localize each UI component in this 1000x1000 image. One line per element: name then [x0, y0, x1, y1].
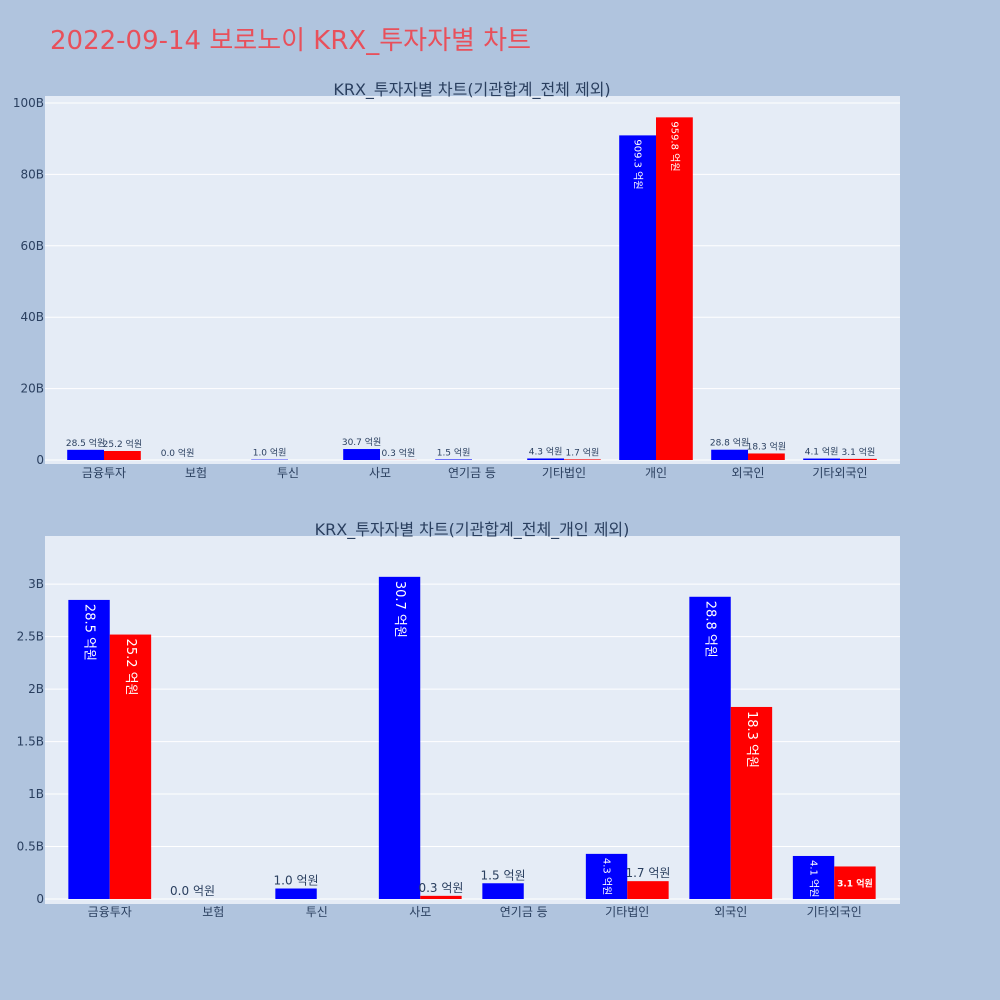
x-tick-label: 연기금 등: [448, 466, 496, 480]
bar: [104, 451, 141, 460]
x-tick-label: 기타외국인: [807, 905, 862, 919]
x-tick-label: 보험: [185, 466, 207, 480]
data-label: 959.8 억원: [668, 121, 680, 171]
data-label: 1.0 억원: [274, 874, 319, 888]
bar: [834, 866, 876, 899]
data-label: 0.0 억원: [170, 884, 215, 898]
bar: [840, 458, 877, 460]
data-label: 1.0 억원: [253, 447, 287, 459]
data-label: 1.7 억원: [625, 866, 670, 880]
plot-area: [45, 96, 900, 464]
data-label: 28.5 억원: [66, 437, 105, 449]
bar: [689, 596, 731, 899]
bar: [420, 895, 462, 899]
data-label: 25.2 억원: [123, 639, 138, 696]
bar: [482, 883, 524, 899]
y-tick-label: 2B: [28, 682, 44, 696]
data-label: 1.7 억원: [566, 446, 600, 458]
x-tick-label: 개인: [645, 466, 667, 480]
data-label: 30.7 억원: [392, 581, 407, 638]
data-label: 28.8 억원: [703, 601, 718, 658]
y-tick-label: 1.5B: [17, 735, 44, 749]
bar: [435, 459, 472, 460]
chart-title: KRX_투자자별 차트(기관합계_전체_개인 제외): [315, 520, 630, 540]
data-label: 0.3 억원: [382, 447, 416, 459]
y-tick-label: 0: [36, 892, 44, 906]
data-label: 4.1 억원: [808, 860, 820, 897]
chart-excl-institution-individual: KRX_투자자별 차트(기관합계_전체_개인 제외) 28.5 억원 0.0 억원…: [17, 520, 900, 919]
y-tick-label: 20B: [20, 382, 44, 396]
bar: [711, 449, 748, 460]
y-tick-label: 60B: [20, 239, 44, 253]
x-tick-label: 사모: [409, 905, 431, 919]
x-tick-label: 투신: [306, 905, 328, 919]
x-tick-label: 기타외국인: [812, 466, 867, 480]
bar: [619, 135, 656, 461]
x-tick-label: 투신: [277, 466, 299, 480]
bar: [109, 634, 152, 899]
data-label: 28.8 억원: [710, 437, 749, 449]
data-label: 909.3 억원: [632, 139, 644, 189]
data-label: 4.3 억원: [529, 445, 563, 457]
page-title: 2022-09-14 보로노이 KRX_투자자별 차트: [50, 26, 531, 56]
x-tick-label: 사모: [369, 466, 391, 480]
y-tick-label: 1B: [28, 787, 44, 801]
y-tick-label: 40B: [20, 310, 44, 324]
bar: [564, 459, 601, 460]
data-label: 0.0 억원: [161, 447, 195, 459]
chart-excl-institution: KRX_투자자별 차트(기관합계_전체 제외) 28.5 억원 0.0 억원 1.0…: [13, 80, 900, 480]
bar: [656, 117, 693, 460]
bar: [792, 855, 835, 899]
data-label: 1.5 억원: [437, 446, 471, 458]
bar: [343, 449, 380, 460]
data-label: 18.3 억원: [744, 711, 759, 768]
y-tick-label: 3B: [28, 577, 44, 591]
y-tick-label: 2.5B: [17, 630, 44, 644]
bar: [275, 888, 317, 899]
data-label: 18.3 억원: [747, 440, 786, 452]
bar: [748, 453, 785, 460]
data-label: 28.5 억원: [82, 604, 97, 661]
x-tick-label: 금융투자: [82, 466, 126, 480]
data-label: 3.1 억원: [842, 446, 876, 458]
data-label: 0.3 억원: [418, 881, 463, 895]
x-tick-label: 기타법인: [542, 466, 586, 480]
bar: [627, 881, 669, 899]
x-tick-label: 연기금 등: [500, 905, 548, 919]
x-tick-label: 보험: [202, 905, 224, 919]
data-label: 30.7 억원: [342, 436, 381, 448]
x-tick-label: 외국인: [714, 905, 747, 919]
bar: [803, 458, 840, 460]
x-tick-label: 외국인: [731, 466, 764, 480]
bar: [378, 576, 421, 899]
x-tick-label: 금융투자: [88, 905, 132, 919]
chart-title: KRX_투자자별 차트(기관합계_전체 제외): [333, 80, 610, 100]
bar: [585, 853, 628, 899]
data-label: 4.3 억원: [601, 858, 613, 895]
data-label: 25.2 억원: [103, 438, 142, 450]
bar: [730, 706, 773, 899]
data-label: 3.1 억원: [837, 878, 873, 890]
y-tick-label: 80B: [20, 167, 44, 181]
y-tick-label: 0: [36, 453, 44, 467]
bar: [67, 449, 104, 460]
bar: [68, 599, 110, 899]
y-tick-label: 0.5B: [17, 840, 44, 854]
y-tick-label: 100B: [13, 96, 44, 110]
x-tick-label: 기타법인: [605, 905, 649, 919]
data-label: 4.1 억원: [805, 446, 839, 458]
data-label: 1.5 억원: [481, 868, 526, 882]
bar: [527, 458, 564, 460]
